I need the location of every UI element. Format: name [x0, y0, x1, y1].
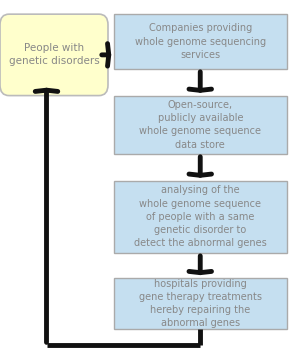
- Text: analysing of the
whole genome sequence
of people with a same
genetic disorder to: analysing of the whole genome sequence o…: [134, 185, 267, 248]
- FancyBboxPatch shape: [114, 14, 286, 69]
- Text: People with
genetic disorders: People with genetic disorders: [9, 43, 99, 67]
- FancyBboxPatch shape: [114, 96, 286, 154]
- FancyBboxPatch shape: [114, 278, 286, 329]
- FancyBboxPatch shape: [0, 14, 108, 96]
- Text: hospitals providing
gene therapy treatments
hereby repairing the
abnormal genes: hospitals providing gene therapy treatme…: [139, 279, 262, 329]
- Text: Open-source,
publicly available
whole genome sequence
data store: Open-source, publicly available whole ge…: [139, 100, 261, 150]
- Text: Companies providing
whole genome sequencing
services: Companies providing whole genome sequenc…: [135, 23, 266, 60]
- FancyBboxPatch shape: [114, 181, 286, 253]
